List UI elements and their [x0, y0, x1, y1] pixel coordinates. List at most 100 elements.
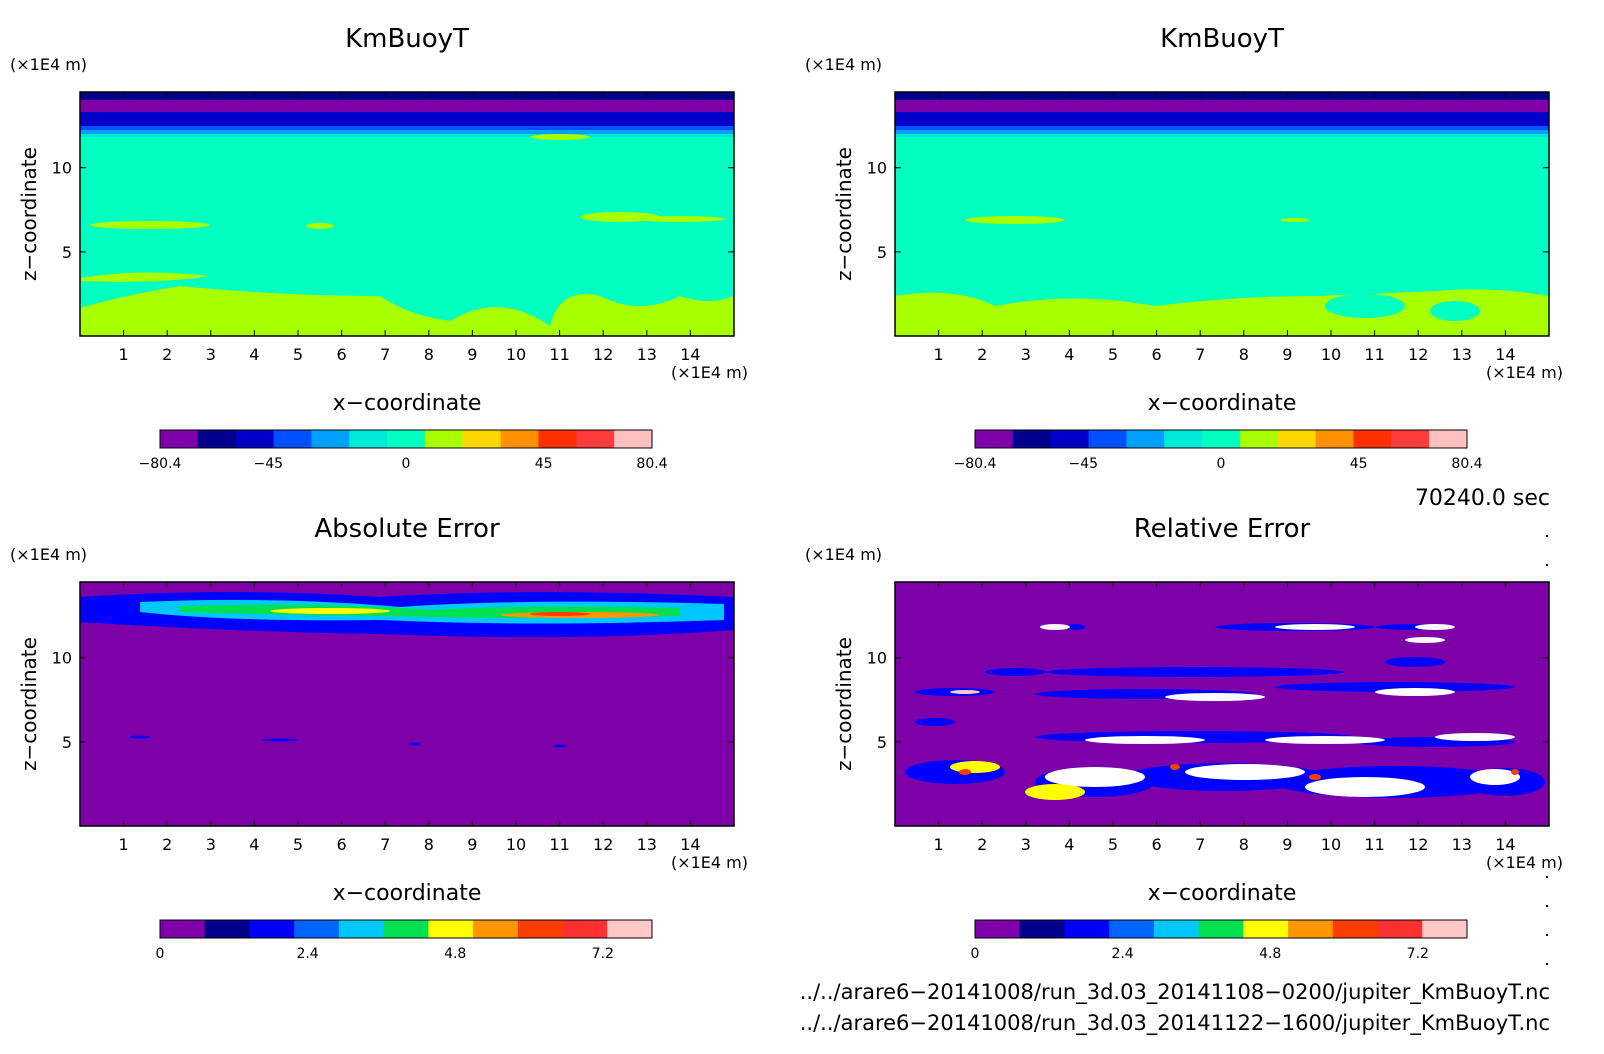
colorbar-swatch	[1422, 920, 1468, 938]
contour-blob	[530, 612, 590, 616]
contour-blob	[340, 286, 420, 296]
colorbar-tick-label: 4.8	[1259, 946, 1281, 962]
contour-blob	[1185, 764, 1305, 780]
contour-blob	[1170, 764, 1180, 770]
contour-band	[80, 134, 734, 137]
x-tick-label: 6	[337, 345, 347, 364]
colorbar-swatch	[562, 920, 608, 938]
colorbar-swatch	[1315, 430, 1354, 448]
contour-band	[895, 126, 1549, 130]
y-tick-label: 10	[52, 649, 72, 668]
contour-field	[895, 92, 1549, 336]
contour-band	[80, 112, 734, 126]
plot-frame	[894, 581, 1550, 827]
colorbar-swatch	[273, 430, 312, 448]
y-axis-label: z−coordinate	[17, 637, 41, 771]
contour-band	[80, 130, 734, 134]
x-tick-label: 6	[1152, 345, 1162, 364]
colorbar-tick-label: 0	[156, 946, 165, 962]
contour-blob	[1085, 736, 1205, 744]
x-tick-label: 5	[1108, 835, 1118, 854]
file-path-2: ../../arare6−20141008/run_3d.03_20141122…	[800, 1011, 1550, 1036]
colorbar-tick-label: 80.4	[636, 456, 667, 472]
x-tick-label: 4	[1064, 345, 1074, 364]
y-unit-label: (×1E4 m)	[10, 545, 87, 564]
y-unit-label: (×1E4 m)	[805, 545, 882, 564]
contour-blob	[262, 738, 298, 742]
x-tick-label: 2	[162, 835, 172, 854]
contour-blob	[950, 690, 980, 694]
panel-title: Relative Error	[1134, 514, 1311, 544]
contour-band	[895, 100, 1549, 112]
x-tick-label: 1	[934, 345, 944, 364]
contour-blob	[1309, 774, 1321, 780]
x-tick-label: 11	[1364, 345, 1384, 364]
colorbar-tick-label: 2.4	[1111, 946, 1133, 962]
y-tick-labels: 5 10	[867, 649, 1549, 752]
x-tick-label: 12	[593, 345, 613, 364]
contour-blob	[1470, 769, 1520, 785]
x-tick-label: 14	[1495, 345, 1515, 364]
x-unit-label: (×1E4 m)	[1486, 363, 1563, 382]
contour-blob	[1045, 667, 1345, 677]
colorbar-tick-label: 4.8	[444, 946, 466, 962]
colorbar-swatch	[576, 430, 615, 448]
x-tick-label: 9	[467, 835, 477, 854]
y-tick-label: 5	[877, 243, 887, 262]
contour-blob	[1415, 624, 1455, 630]
y-tick-label: 5	[62, 243, 72, 262]
contour-band	[80, 92, 734, 100]
contour-region	[80, 272, 210, 282]
contour-band	[895, 130, 1549, 134]
colorbar-tick-label: 2.4	[296, 946, 318, 962]
colorbar-swatch	[607, 920, 653, 938]
contour-blob	[554, 744, 566, 748]
colorbar-swatch	[338, 920, 385, 938]
contour-blob	[1025, 784, 1085, 800]
x-tick-label: 5	[293, 835, 303, 854]
x-tick-label: 3	[206, 345, 216, 364]
colorbar-tick-label: −80.4	[954, 456, 997, 472]
x-axis-label: x−coordinate	[1148, 391, 1297, 416]
contour-blob	[130, 735, 150, 739]
colorbar-tick-label: 45	[535, 456, 553, 472]
x-tick-label: 10	[506, 345, 526, 364]
colorbar-swatch	[1088, 430, 1127, 448]
y-tick-labels: 5 10	[867, 159, 1549, 262]
x-tick-label: 14	[680, 835, 700, 854]
x-tick-label: 11	[549, 835, 569, 854]
colorbar-swatch	[1277, 430, 1317, 448]
x-tick-label: 7	[380, 835, 390, 854]
contour-blob	[915, 718, 955, 726]
margin-dots	[1546, 535, 1548, 965]
colorbar-frame	[974, 919, 1468, 939]
colorbar-swatch	[614, 430, 653, 448]
colorbar-swatch	[538, 430, 577, 448]
contour-blob	[1430, 301, 1480, 321]
x-tick-label: 2	[977, 835, 987, 854]
colorbar-tick-label: −45	[254, 456, 284, 472]
panel-title: KmBuoyT	[1160, 24, 1284, 54]
x-tick-label: 10	[506, 835, 526, 854]
x-unit-label: (×1E4 m)	[1486, 853, 1563, 872]
colorbar-tick-label: −80.4	[139, 456, 182, 472]
colorbar-swatch	[462, 430, 502, 448]
x-tick-label: 13	[637, 345, 657, 364]
colorbar-swatch	[1243, 920, 1289, 938]
contour-blob	[1275, 624, 1355, 630]
colorbar-tick-label: 0	[1217, 456, 1226, 472]
contour-blob	[1385, 657, 1445, 667]
x-tick-label: 11	[1364, 835, 1384, 854]
x-tick-label: 13	[1452, 835, 1472, 854]
x-tick-labels: 1 2 3 4 5 6 7 8 9 10 11 12 13 14	[934, 92, 1516, 364]
colorbar-tick-label: 0	[402, 456, 411, 472]
contour-blob	[1375, 688, 1455, 696]
x-tick-label: 8	[1239, 835, 1249, 854]
contour-blob	[1040, 624, 1070, 630]
colorbar: 0 2.4 4.8 7.2	[971, 919, 1468, 962]
contour-blob	[985, 668, 1045, 676]
colorbar-tick-label: 80.4	[1451, 456, 1482, 472]
contour-blob	[530, 134, 590, 140]
panel-title: Absolute Error	[314, 514, 500, 544]
